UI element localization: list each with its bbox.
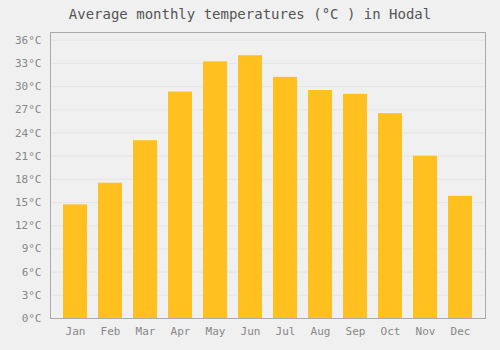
svg-text:Sep: Sep: [346, 325, 366, 338]
svg-text:6°C: 6°C: [22, 266, 42, 279]
svg-text:18°C: 18°C: [15, 173, 42, 186]
svg-text:Mar: Mar: [136, 325, 156, 338]
svg-text:May: May: [206, 325, 226, 338]
svg-text:15°C: 15°C: [15, 196, 42, 209]
svg-text:Jul: Jul: [276, 325, 296, 338]
svg-text:30°C: 30°C: [15, 80, 42, 93]
svg-text:27°C: 27°C: [15, 103, 42, 116]
html-text:Average monthly temperatures (: Average monthly temperatures (°C ) in Ho…: [68, 6, 432, 22]
svg-text:Jan: Jan: [66, 325, 86, 338]
svg-text:Dec: Dec: [451, 325, 471, 338]
svg-text:3°C: 3°C: [22, 289, 42, 302]
svg-text:12°C: 12°C: [15, 219, 42, 232]
svg-text:24°C: 24°C: [15, 127, 42, 140]
svg-text:Feb: Feb: [101, 325, 121, 338]
svg-text:Apr: Apr: [171, 325, 191, 338]
svg-text:36°C: 36°C: [15, 34, 42, 47]
svg-text:33°C: 33°C: [15, 57, 42, 70]
svg-text:21°C: 21°C: [15, 150, 42, 163]
svg-text:Oct: Oct: [381, 325, 401, 338]
svg-text:9°C: 9°C: [22, 242, 42, 255]
svg-text:Jun: Jun: [241, 325, 261, 338]
svg-text:Aug: Aug: [311, 325, 331, 338]
svg-text:0°C: 0°C: [22, 312, 42, 325]
svg-text:Nov: Nov: [416, 325, 436, 338]
